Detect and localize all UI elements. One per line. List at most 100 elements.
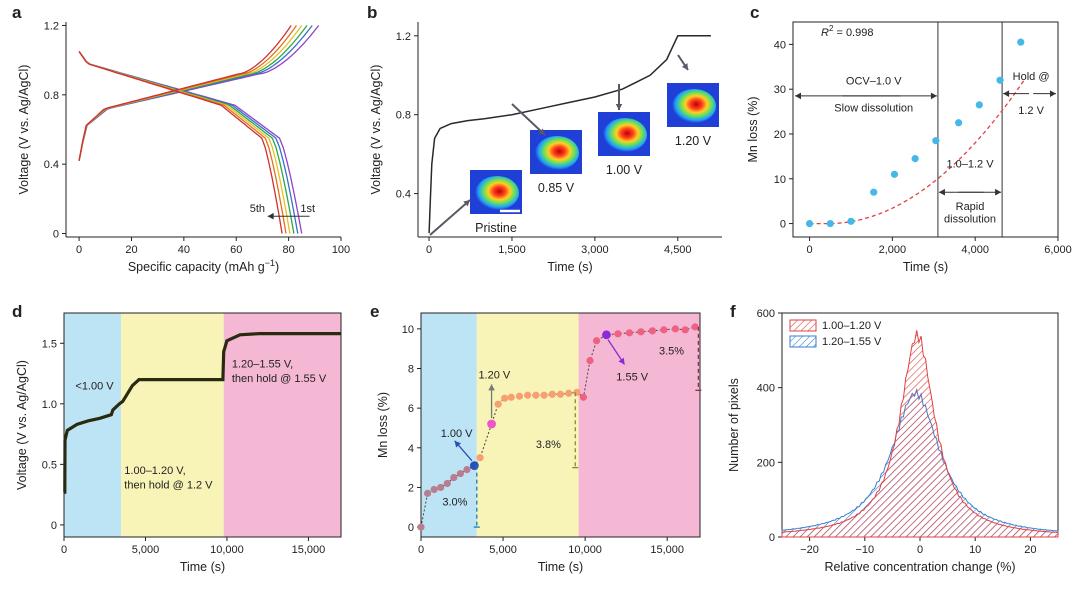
legend-swatch-1 <box>789 319 817 332</box>
voltage-curve <box>63 332 341 494</box>
panel-label-e: e <box>370 302 379 321</box>
data-point <box>660 326 668 334</box>
data-point <box>579 393 588 401</box>
band-label-3-line2: then hold @ 1.55 V <box>232 373 327 385</box>
legend-label-1: 1.00–1.20 V <box>822 320 882 332</box>
data-point <box>515 392 524 400</box>
map-label-2: 0.85 V <box>538 181 575 195</box>
highlight-point-3 <box>602 330 611 340</box>
y-tick-label: 6 <box>408 403 414 415</box>
panel-label-c: c <box>750 3 759 22</box>
trend-line <box>420 326 696 528</box>
drop-label-1: 3.0% <box>442 496 467 508</box>
y-tick-label: 200 <box>757 457 775 469</box>
y-tick-label: 20 <box>774 129 786 141</box>
y-tick-label: 1.0 <box>42 399 57 411</box>
data-point <box>614 330 622 338</box>
x-tick-label: 20 <box>125 244 137 256</box>
data-point <box>532 391 540 399</box>
data-point <box>911 155 919 163</box>
x-tick-label: 0 <box>76 244 82 256</box>
map-pointer-arrow-head <box>681 63 688 70</box>
highlight-label-2: 1.20 V <box>478 369 510 381</box>
panel-a-chart: 0 20 40 60 80 100 0 0.4 0.8 1.2 Voltage (V vs. Ag/… <box>17 20 350 274</box>
x-tick-label: 10 <box>969 544 981 556</box>
x-tick-label: 0 <box>418 544 424 556</box>
highlight-point-2 <box>487 419 496 429</box>
region2-arrow-right-head <box>995 188 1002 196</box>
data-point <box>671 325 679 333</box>
y-tick-label: 2 <box>408 482 414 494</box>
y-tick-label: 10 <box>402 324 414 336</box>
region3-label-line1: Hold @ <box>1013 71 1050 83</box>
band-label-2-line2: then hold @ 1.2 V <box>124 480 213 492</box>
data-point <box>430 485 438 494</box>
r-squared-label: R2 = 0.998 <box>821 24 873 39</box>
discharge-curve-6th <box>78 51 283 234</box>
map-pointer-arrow <box>511 103 546 136</box>
data-point <box>691 323 699 331</box>
x-tick-label: 4,500 <box>664 244 692 256</box>
band-label-3-line1: 1.20–1.55 V, <box>232 358 293 370</box>
data-point <box>573 388 581 396</box>
data-point <box>955 119 963 127</box>
y-tick-label: 600 <box>757 308 775 320</box>
x-axis-label: Relative concentration change (%) <box>824 560 1015 574</box>
x-tick-label: 20 <box>1024 544 1036 556</box>
band-1.2-to-1.55v <box>223 313 341 537</box>
data-point <box>524 391 532 399</box>
region2-label-line1: Rapid <box>956 201 985 213</box>
y-tick-label: 0.8 <box>44 90 59 102</box>
data-point <box>975 101 983 109</box>
annotation-5th: 5th <box>250 203 265 215</box>
plot-frame <box>792 21 1059 238</box>
x-axis-label-sup: −1 <box>265 258 275 268</box>
y-tick-label: 0.8 <box>396 110 411 122</box>
heatmap-hotspot <box>535 136 579 170</box>
data-point <box>556 390 565 398</box>
region1-arrow-right-head <box>930 92 937 100</box>
band-label-2-line1: 1.00–1.20 V, <box>124 465 185 477</box>
x-tick-label: 15,000 <box>650 544 684 556</box>
map-pointer-arrow-head <box>538 128 545 135</box>
discharge-curve-1st <box>78 51 303 234</box>
voltage-curve <box>428 35 711 234</box>
x-tick-label: 0 <box>807 244 813 256</box>
data-point <box>450 473 458 482</box>
data-point <box>456 469 464 478</box>
heatmap-hotspot <box>672 89 716 123</box>
map-pointer-arrow-head <box>615 104 623 110</box>
y-tick-label: 0 <box>769 532 775 544</box>
data-point <box>932 137 940 145</box>
r2-prefix: R <box>821 27 829 39</box>
y-tick-label: 0.4 <box>396 189 411 201</box>
charge-curve-6th <box>78 25 292 161</box>
y-tick-label: 400 <box>757 383 775 395</box>
panel-label-d: d <box>12 302 22 321</box>
r2-value: = 0.998 <box>833 27 873 39</box>
x-tick-label: 0 <box>917 544 923 556</box>
x-tick-label: 2,000 <box>879 244 907 256</box>
data-point <box>443 479 451 488</box>
panel-d-chart: 0 5,000 10,000 15,000 0 0.5 1.0 1.5 Time (s) Volt… <box>15 312 342 574</box>
panel-label-b: b <box>367 3 377 22</box>
annotation-1st: 1st <box>300 203 315 215</box>
y-axis-label: Number of pixels <box>727 378 741 472</box>
region3-label-line2: 1.2 V <box>1018 105 1044 117</box>
y-tick-label: 0 <box>780 219 786 231</box>
data-point <box>593 337 601 345</box>
y-tick-label: 40 <box>774 39 786 51</box>
data-point <box>417 523 425 531</box>
legend-swatch-2 <box>789 335 817 348</box>
fit-curve <box>809 78 1026 225</box>
y-tick-label: 1.2 <box>396 31 411 43</box>
band-high <box>578 313 700 537</box>
drop-label-3: 3.5% <box>659 346 684 358</box>
r2-sup: 2 <box>829 24 834 33</box>
x-axis-label: Time (s) <box>903 260 948 274</box>
x-tick-label: 10,000 <box>568 544 602 556</box>
panel-label-f: f <box>730 302 736 321</box>
data-point <box>890 170 899 178</box>
data-point <box>1017 38 1025 46</box>
